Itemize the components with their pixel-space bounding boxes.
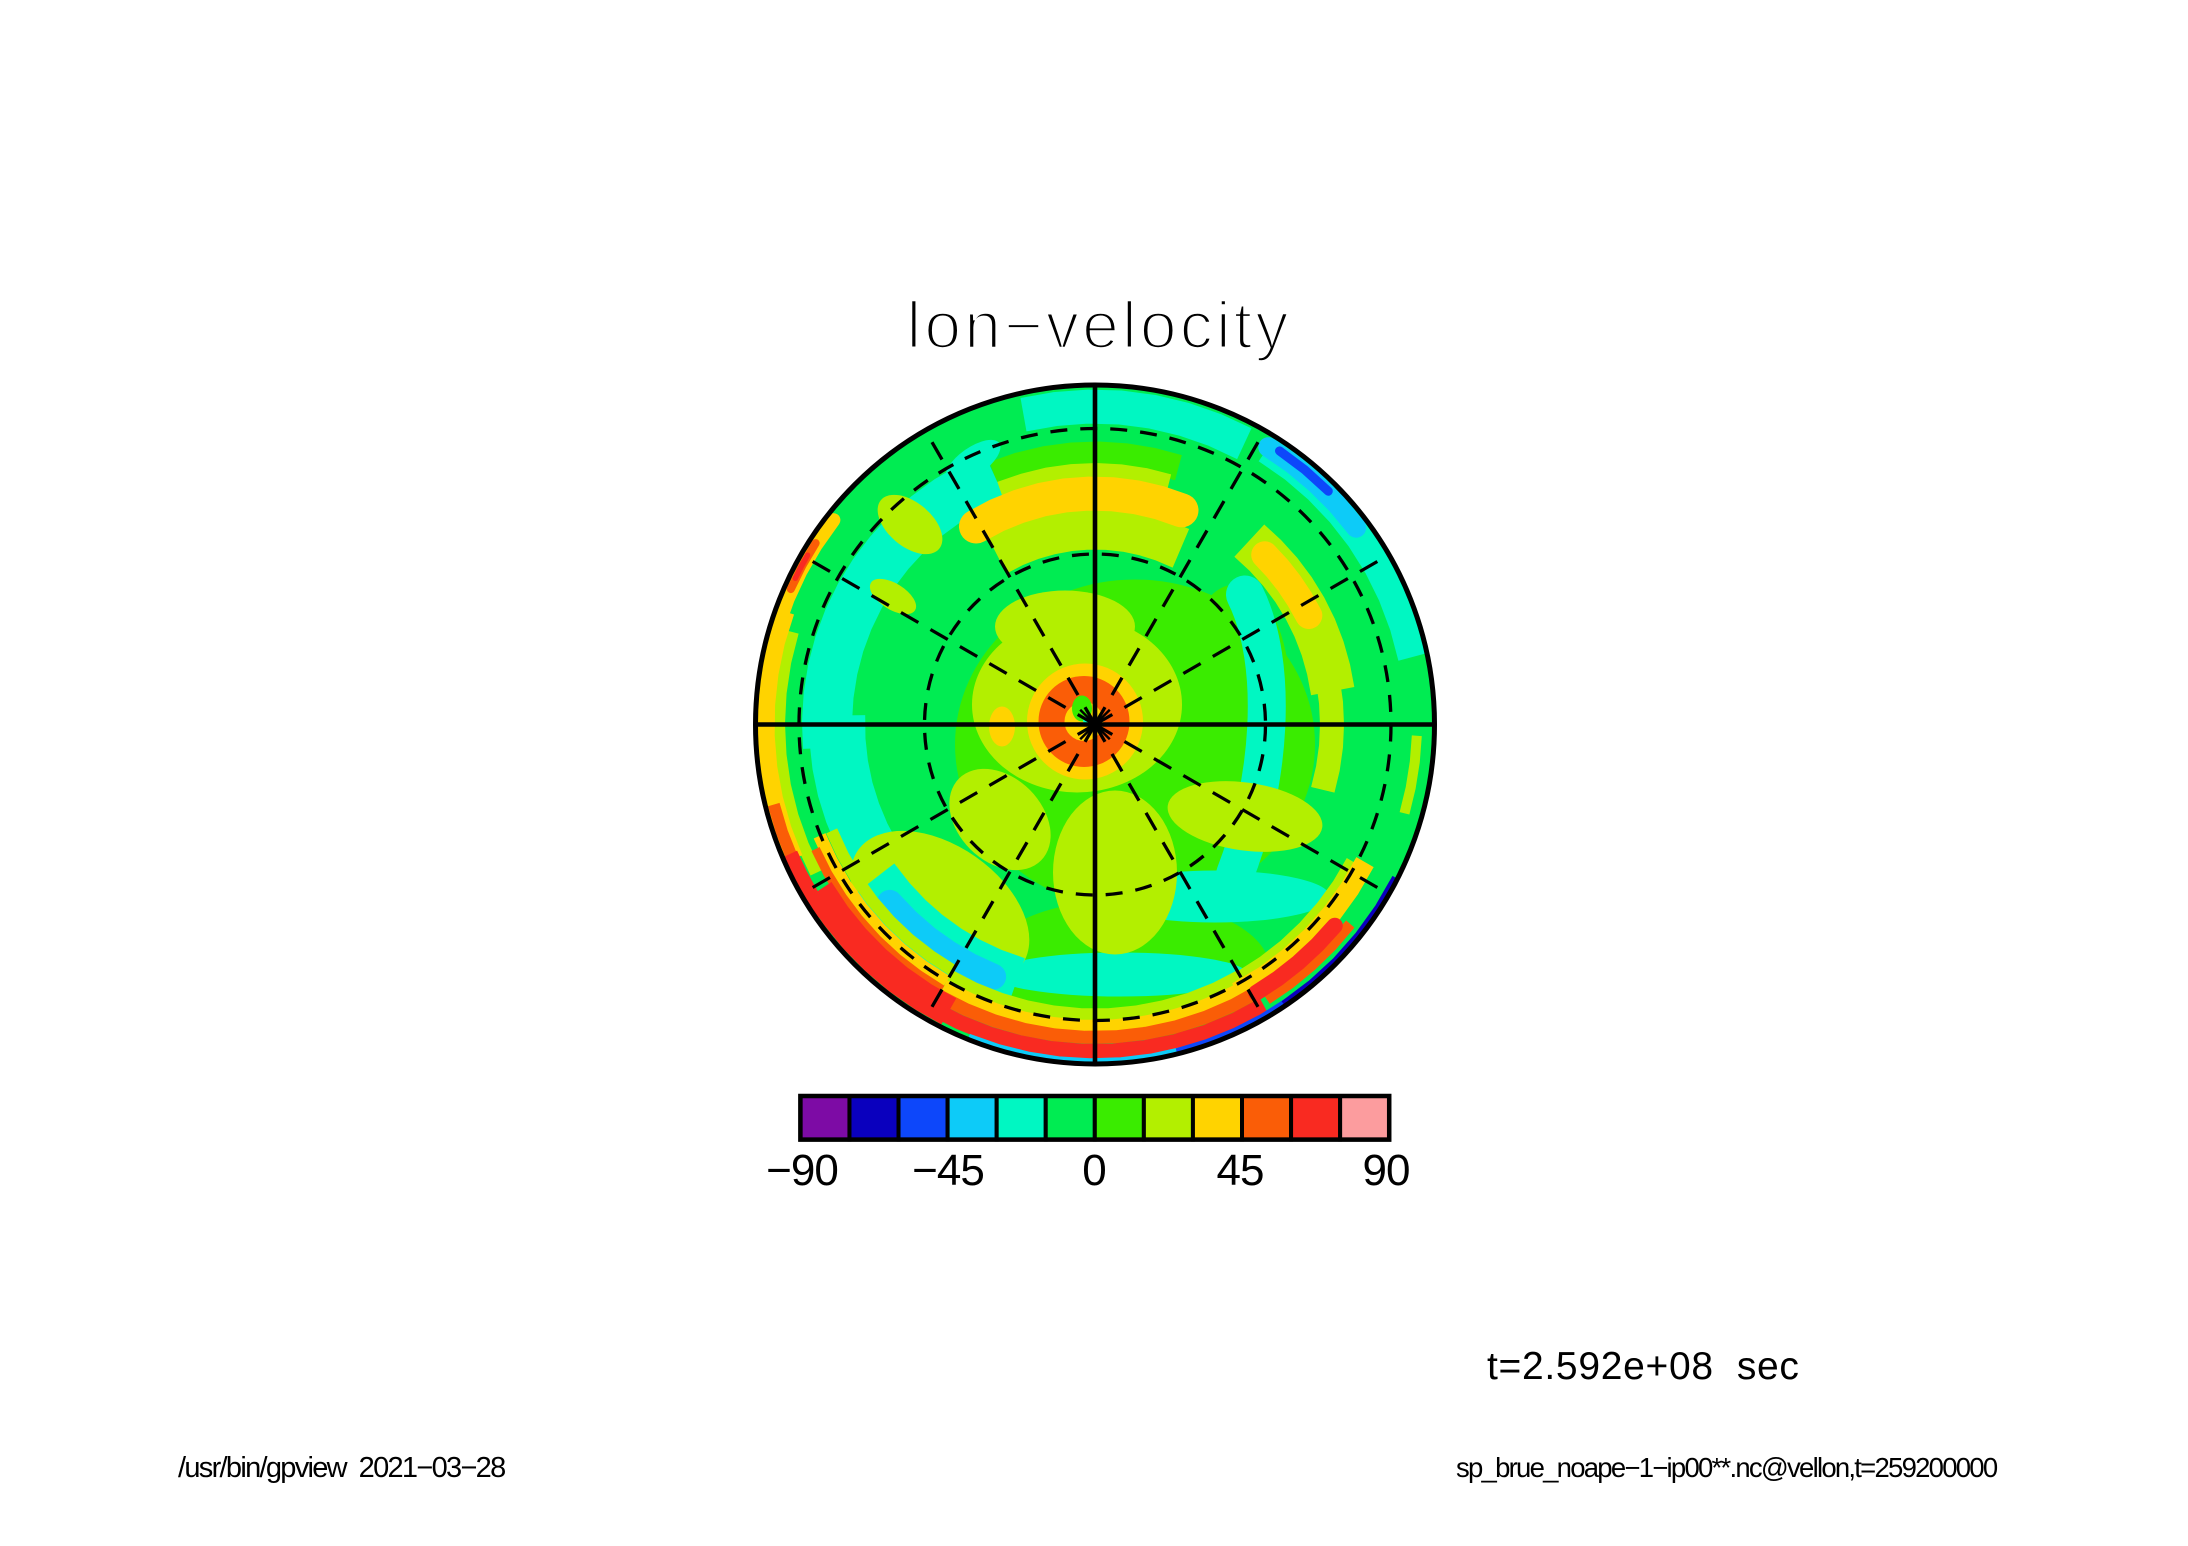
svg-text:/usr/bin/gpview 2021−03−28: /usr/bin/gpview 2021−03−28 <box>178 1452 505 1484</box>
svg-text:−90: −90 <box>766 1146 838 1195</box>
svg-text:t=2.592e+08 sec: t=2.592e+08 sec <box>1487 1345 1800 1388</box>
svg-text:90: 90 <box>1363 1146 1410 1195</box>
svg-text:lon−velocity: lon−velocity <box>906 288 1291 362</box>
svg-text:−45: −45 <box>912 1146 984 1195</box>
svg-text:45: 45 <box>1217 1146 1264 1195</box>
svg-text:sp_brue_noape−1−ip00**.nc@vell: sp_brue_noape−1−ip00**.nc@vellon,t=25920… <box>1456 1452 1998 1483</box>
svg-text:0: 0 <box>1082 1146 1105 1195</box>
